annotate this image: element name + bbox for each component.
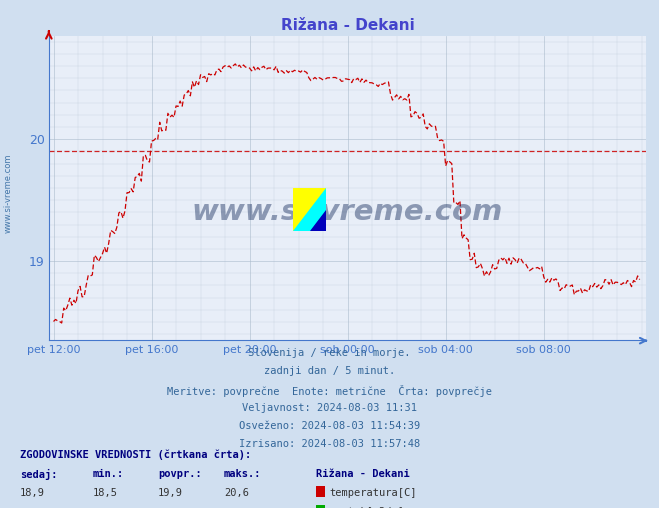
Text: povpr.:: povpr.: (158, 469, 202, 479)
Polygon shape (293, 188, 326, 231)
Text: 18,9: 18,9 (20, 488, 45, 498)
Text: www.si-vreme.com: www.si-vreme.com (192, 198, 503, 227)
Text: temperatura[C]: temperatura[C] (330, 488, 417, 498)
Text: ZGODOVINSKE VREDNOSTI (črtkana črta):: ZGODOVINSKE VREDNOSTI (črtkana črta): (20, 450, 251, 460)
Text: Meritve: povprečne  Enote: metrične  Črta: povprečje: Meritve: povprečne Enote: metrične Črta:… (167, 385, 492, 397)
Text: -nan: -nan (158, 507, 183, 508)
Text: min.:: min.: (92, 469, 123, 479)
Text: -nan: -nan (92, 507, 117, 508)
Text: sedaj:: sedaj: (20, 469, 57, 480)
Title: Rižana - Dekani: Rižana - Dekani (281, 18, 415, 33)
Text: 19,9: 19,9 (158, 488, 183, 498)
Text: www.si-vreme.com: www.si-vreme.com (3, 153, 13, 233)
Text: Osveženo: 2024-08-03 11:54:39: Osveženo: 2024-08-03 11:54:39 (239, 421, 420, 431)
Text: Rižana - Dekani: Rižana - Dekani (316, 469, 410, 479)
Text: -nan: -nan (20, 507, 45, 508)
Text: Veljavnost: 2024-08-03 11:31: Veljavnost: 2024-08-03 11:31 (242, 403, 417, 413)
Text: Izrisano: 2024-08-03 11:57:48: Izrisano: 2024-08-03 11:57:48 (239, 439, 420, 450)
Text: Slovenija / reke in morje.: Slovenija / reke in morje. (248, 348, 411, 358)
Text: -nan: -nan (224, 507, 249, 508)
Text: maks.:: maks.: (224, 469, 262, 479)
Polygon shape (310, 209, 326, 231)
Text: zadnji dan / 5 minut.: zadnji dan / 5 minut. (264, 366, 395, 376)
Text: pretok[m3/s]: pretok[m3/s] (330, 507, 405, 508)
Polygon shape (293, 188, 326, 231)
Text: 20,6: 20,6 (224, 488, 249, 498)
Text: 18,5: 18,5 (92, 488, 117, 498)
